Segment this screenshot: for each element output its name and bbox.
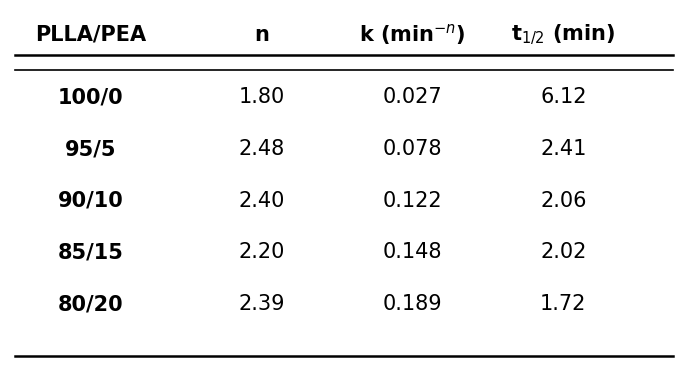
Text: t$_{1/2}$ (min): t$_{1/2}$ (min) xyxy=(511,23,615,47)
Text: n: n xyxy=(255,25,269,45)
Text: 90/10: 90/10 xyxy=(58,191,123,211)
Text: 2.20: 2.20 xyxy=(239,243,285,263)
Text: 2.39: 2.39 xyxy=(239,294,285,314)
Text: 85/15: 85/15 xyxy=(58,243,123,263)
Text: 2.48: 2.48 xyxy=(239,139,285,159)
Text: 2.41: 2.41 xyxy=(540,139,586,159)
Text: 6.12: 6.12 xyxy=(540,87,587,108)
Text: k (min$^{-n}$): k (min$^{-n}$) xyxy=(359,22,466,47)
Text: 0.189: 0.189 xyxy=(383,294,442,314)
Text: 95/5: 95/5 xyxy=(65,139,116,159)
Text: 80/20: 80/20 xyxy=(58,294,123,314)
Text: 2.06: 2.06 xyxy=(540,191,587,211)
Text: 0.027: 0.027 xyxy=(383,87,442,108)
Text: 1.72: 1.72 xyxy=(540,294,586,314)
Text: 100/0: 100/0 xyxy=(58,87,123,108)
Text: 0.122: 0.122 xyxy=(383,191,442,211)
Text: 2.02: 2.02 xyxy=(540,243,586,263)
Text: 2.40: 2.40 xyxy=(239,191,285,211)
Text: PLLA/PEA: PLLA/PEA xyxy=(35,25,146,45)
Text: 1.80: 1.80 xyxy=(239,87,285,108)
Text: 0.148: 0.148 xyxy=(383,243,442,263)
Text: 0.078: 0.078 xyxy=(383,139,442,159)
